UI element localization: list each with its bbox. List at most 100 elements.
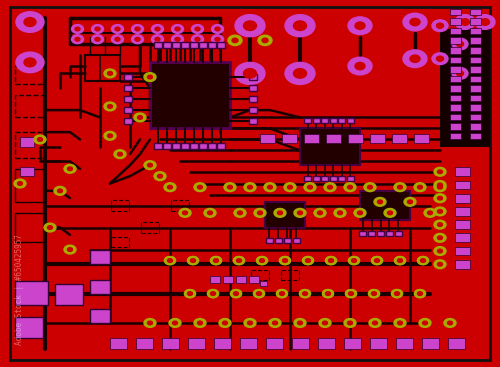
- Bar: [304, 118, 311, 123]
- Circle shape: [328, 259, 334, 262]
- Circle shape: [348, 17, 372, 34]
- Circle shape: [432, 20, 448, 32]
- Bar: [455, 233, 470, 242]
- Bar: [455, 167, 470, 176]
- Circle shape: [418, 292, 422, 295]
- Bar: [15, 281, 48, 305]
- Circle shape: [348, 257, 360, 265]
- Circle shape: [438, 262, 442, 266]
- Circle shape: [38, 138, 43, 141]
- Circle shape: [294, 69, 306, 78]
- Circle shape: [328, 259, 334, 262]
- Circle shape: [394, 257, 406, 265]
- Circle shape: [420, 259, 426, 262]
- Circle shape: [314, 208, 326, 217]
- Bar: [208, 42, 216, 48]
- Circle shape: [300, 290, 310, 298]
- Bar: [455, 207, 470, 216]
- Circle shape: [438, 223, 442, 226]
- Bar: [265, 202, 305, 228]
- Circle shape: [244, 319, 256, 327]
- Circle shape: [148, 321, 152, 325]
- Circle shape: [414, 183, 426, 192]
- Circle shape: [236, 259, 242, 262]
- Bar: [249, 276, 259, 283]
- Circle shape: [75, 37, 80, 41]
- Circle shape: [326, 257, 336, 265]
- Circle shape: [455, 15, 475, 29]
- Circle shape: [232, 38, 238, 43]
- Circle shape: [452, 38, 468, 50]
- Circle shape: [355, 62, 365, 70]
- Circle shape: [248, 185, 252, 189]
- Circle shape: [348, 292, 354, 295]
- Circle shape: [348, 292, 354, 295]
- Circle shape: [288, 185, 292, 189]
- Text: Adobe Stock | #650425957: Adobe Stock | #650425957: [15, 234, 24, 345]
- Bar: [414, 134, 429, 143]
- Circle shape: [188, 292, 192, 295]
- Bar: [124, 118, 132, 124]
- Circle shape: [198, 185, 202, 189]
- Circle shape: [24, 58, 36, 67]
- Circle shape: [352, 259, 356, 262]
- Circle shape: [394, 292, 400, 295]
- Circle shape: [344, 319, 356, 327]
- Circle shape: [132, 25, 143, 33]
- Circle shape: [68, 167, 72, 171]
- Circle shape: [258, 35, 272, 46]
- Circle shape: [210, 257, 222, 265]
- Circle shape: [285, 15, 315, 37]
- Circle shape: [34, 135, 46, 144]
- Circle shape: [328, 185, 332, 189]
- Circle shape: [238, 211, 242, 215]
- Circle shape: [276, 290, 287, 298]
- Bar: [470, 76, 481, 82]
- Circle shape: [410, 55, 420, 62]
- Circle shape: [104, 102, 116, 111]
- Circle shape: [179, 208, 191, 217]
- Circle shape: [434, 194, 446, 203]
- Bar: [55, 284, 82, 305]
- Circle shape: [254, 290, 264, 298]
- Bar: [162, 42, 170, 48]
- Bar: [223, 276, 233, 283]
- Circle shape: [346, 290, 356, 298]
- Circle shape: [256, 257, 268, 265]
- Circle shape: [235, 62, 265, 84]
- Circle shape: [234, 257, 244, 265]
- Circle shape: [204, 208, 216, 217]
- Circle shape: [212, 35, 224, 44]
- Bar: [395, 231, 402, 236]
- Bar: [90, 280, 110, 294]
- Circle shape: [264, 183, 276, 192]
- Circle shape: [188, 292, 192, 295]
- Circle shape: [182, 211, 188, 215]
- Bar: [141, 222, 159, 233]
- Circle shape: [168, 185, 172, 189]
- Circle shape: [234, 257, 244, 265]
- Circle shape: [164, 257, 175, 265]
- Bar: [150, 62, 230, 128]
- Circle shape: [274, 208, 286, 217]
- Bar: [455, 181, 470, 189]
- Bar: [470, 123, 481, 130]
- Bar: [312, 176, 320, 181]
- Circle shape: [72, 25, 84, 33]
- Bar: [470, 9, 481, 15]
- Circle shape: [254, 208, 266, 217]
- Circle shape: [394, 292, 400, 295]
- Circle shape: [372, 257, 382, 265]
- Circle shape: [244, 183, 256, 192]
- Circle shape: [115, 27, 120, 31]
- Bar: [162, 143, 170, 149]
- Circle shape: [438, 185, 442, 189]
- Circle shape: [280, 257, 290, 265]
- Bar: [396, 338, 413, 349]
- Circle shape: [214, 259, 218, 262]
- Circle shape: [144, 161, 156, 170]
- Circle shape: [192, 25, 203, 33]
- Circle shape: [418, 257, 428, 265]
- Circle shape: [54, 186, 66, 195]
- Bar: [15, 213, 45, 242]
